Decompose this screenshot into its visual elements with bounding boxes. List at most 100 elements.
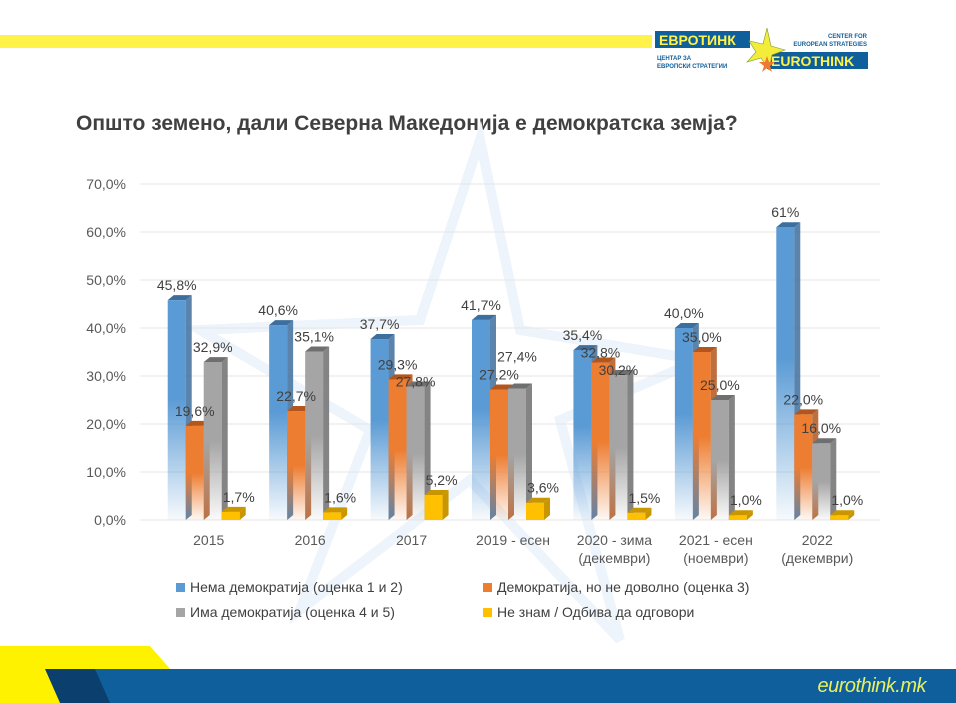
y-tick-label: 50,0%	[86, 272, 126, 288]
legend-item-3: Не знам / Одбива да одговори	[483, 604, 694, 620]
bar	[776, 227, 795, 520]
bar	[508, 388, 526, 520]
bar-top	[710, 395, 735, 400]
svg-text:CENTER FOR: CENTER FOR	[828, 34, 868, 40]
bar	[472, 319, 490, 520]
bar-side	[424, 381, 431, 520]
bar-side	[341, 507, 348, 520]
data-label: 1,6%	[324, 489, 356, 505]
data-label: 35,1%	[294, 329, 334, 345]
bar-top	[692, 347, 717, 352]
bar-side	[526, 383, 532, 520]
data-label: 32,9%	[193, 339, 233, 355]
svg-text:ЦЕНТАР ЗА: ЦЕНТАР ЗА	[657, 56, 692, 62]
bar	[287, 411, 306, 520]
x-tick-label: (ноември)	[683, 550, 748, 566]
footer-stripe	[0, 669, 110, 703]
bar	[830, 515, 849, 520]
bar-top	[674, 323, 699, 328]
bar	[526, 502, 544, 520]
bar-top	[203, 357, 228, 363]
bar-top	[508, 383, 532, 389]
data-label: 1,0%	[730, 492, 762, 508]
data-label: 27,2%	[479, 366, 519, 382]
footer-url[interactable]: eurothink.mk	[817, 675, 927, 697]
x-tick-label: 2017	[396, 532, 427, 548]
legend-label: Не знам / Одбива да одговори	[497, 604, 695, 620]
svg-text:ЕВРОТИНК: ЕВРОТИНК	[659, 32, 736, 48]
bar-top	[627, 507, 652, 513]
bar-side	[645, 507, 652, 520]
bar-side	[544, 497, 550, 520]
bar-top	[591, 357, 616, 363]
y-tick-label: 40,0%	[86, 320, 126, 336]
legend-swatch	[483, 582, 492, 592]
bar-top	[370, 334, 395, 340]
svg-text:ЕВРОПСКИ СТРАТЕГИИ: ЕВРОПСКИ СТРАТЕГИИ	[657, 64, 727, 70]
bar	[203, 362, 222, 520]
y-tick-label: 30,0%	[86, 368, 126, 384]
bar-top	[305, 346, 330, 352]
data-label: 22,0%	[783, 391, 823, 407]
y-tick-label: 0,0%	[94, 512, 126, 528]
y-tick-label: 70,0%	[86, 176, 126, 192]
bar-side	[746, 510, 753, 520]
bar-side	[848, 510, 855, 520]
svg-text:EUROPEAN STRATEGIES: EUROPEAN STRATEGIES	[793, 42, 867, 48]
bar	[305, 351, 324, 520]
legend-item-1: Демократија, но не доволно (оценка 3)	[483, 579, 749, 595]
bar-top	[424, 490, 449, 496]
bar-top	[388, 374, 413, 380]
bar-top	[794, 409, 819, 415]
bar-top	[573, 345, 598, 351]
data-label: 40,0%	[664, 305, 704, 321]
bar	[406, 386, 425, 520]
y-tick-label: 60,0%	[86, 224, 126, 240]
chart-title: Општо земено, дали Северна Македонија е …	[76, 112, 738, 135]
y-tick-label: 10,0%	[86, 464, 126, 480]
footer-band	[0, 669, 956, 703]
bar-top	[490, 384, 514, 390]
bar	[185, 425, 204, 520]
bar-side	[627, 370, 634, 520]
data-label: 27,8%	[396, 374, 436, 390]
bar-top	[406, 381, 431, 387]
data-label: 5,2%	[426, 472, 458, 488]
legend-swatch	[176, 607, 185, 617]
bar	[812, 443, 831, 520]
bar-side	[728, 395, 735, 520]
legend-label: Има демократија (оценка 4 и 5)	[190, 604, 395, 620]
data-label: 30,2%	[599, 362, 639, 378]
bar	[728, 515, 747, 520]
data-label: 1,7%	[223, 489, 255, 505]
bar-top	[221, 506, 246, 512]
bar-side	[221, 357, 228, 520]
legend-label: Демократија, но не доволно (оценка 3)	[497, 579, 750, 595]
data-label: 29,3%	[378, 356, 418, 372]
x-tick-label: 2019 - есен	[476, 532, 550, 548]
bar	[490, 389, 508, 520]
bar-top	[167, 295, 192, 301]
bar	[323, 512, 342, 520]
bar	[221, 511, 240, 520]
bar	[692, 352, 711, 520]
data-label: 16,0%	[801, 420, 841, 436]
legend-swatch	[483, 607, 492, 617]
data-label: 41,7%	[461, 297, 501, 313]
bar-side	[442, 490, 449, 520]
x-tick-label: 2022	[802, 532, 833, 548]
bar-top	[609, 370, 634, 376]
x-tick-label: (декември)	[578, 550, 650, 566]
eurothink-logo: ЕВРОТИНК ЦЕНТАР ЗА ЕВРОПСКИ СТРАТЕГИИ CE…	[655, 28, 868, 72]
data-label: 35,0%	[682, 329, 722, 345]
data-label: 3,6%	[527, 480, 559, 496]
bar	[591, 362, 610, 520]
bar-top	[812, 438, 837, 444]
bar-top	[776, 222, 801, 228]
svg-text:EUROTHINK: EUROTHINK	[771, 53, 854, 69]
bar	[710, 400, 729, 520]
data-label: 19,6%	[175, 403, 215, 419]
bar-top	[269, 320, 294, 326]
data-label: 45,8%	[157, 277, 197, 293]
bar-top	[830, 510, 855, 516]
